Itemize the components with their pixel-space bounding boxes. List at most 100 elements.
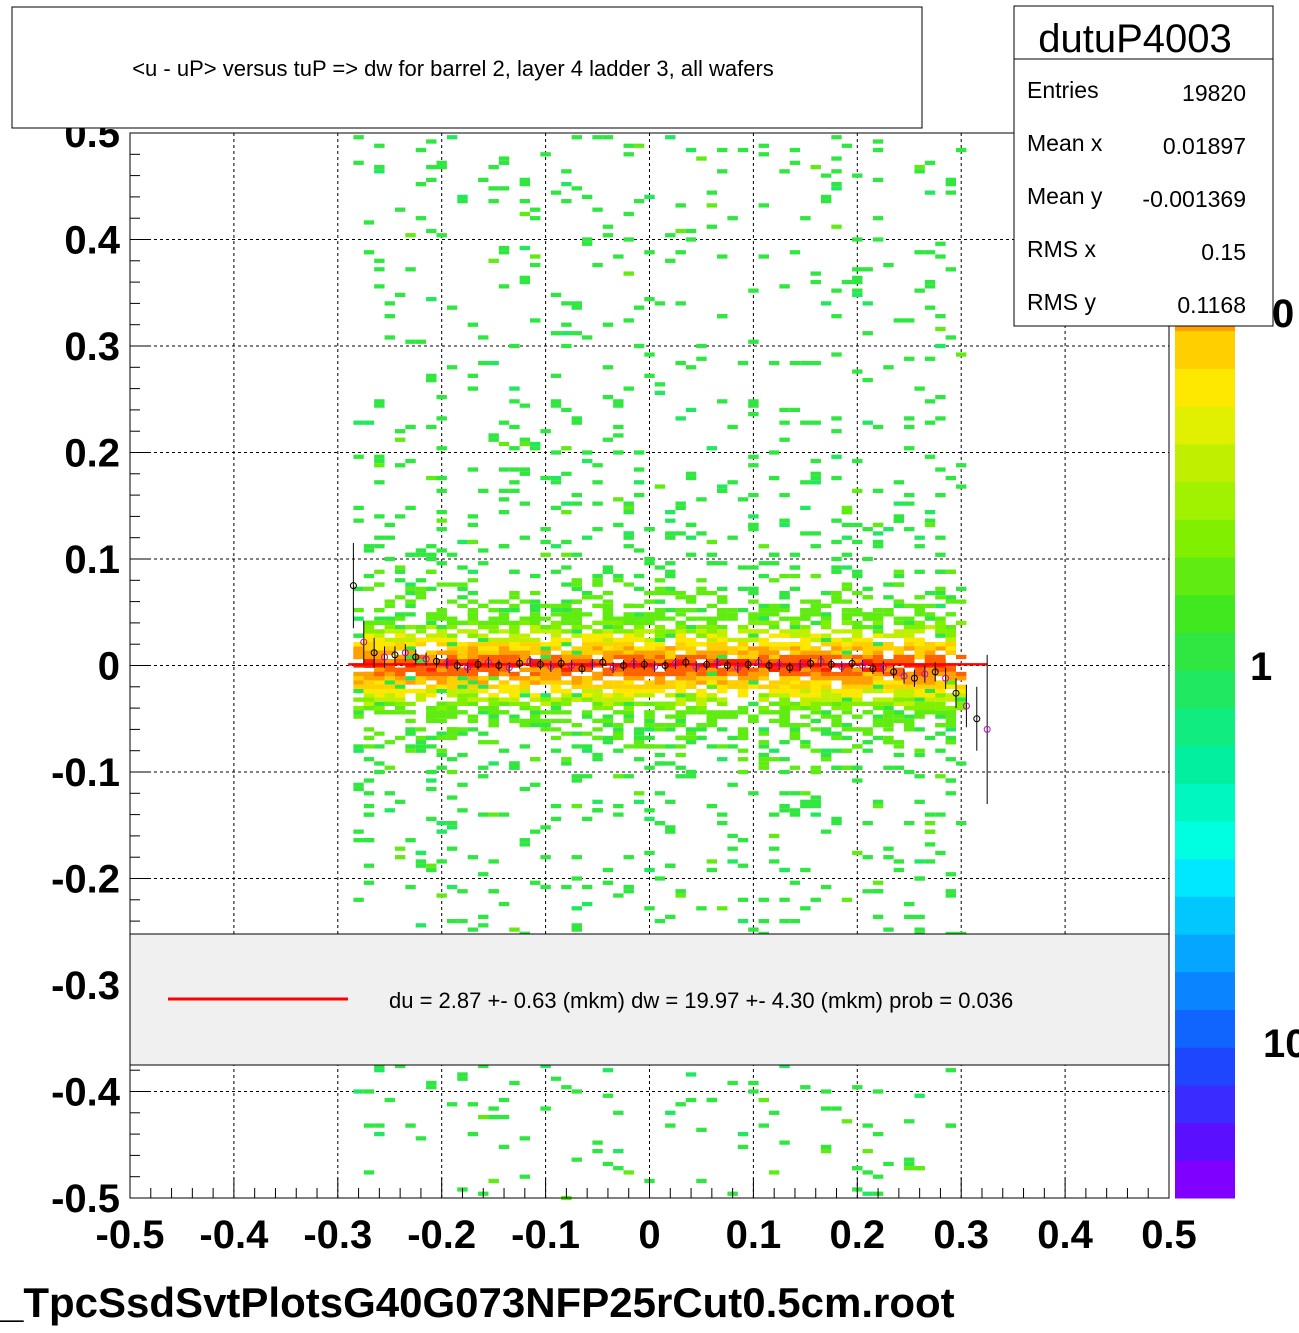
heat-cell xyxy=(706,714,718,719)
heat-cell xyxy=(467,646,479,651)
heat-cell xyxy=(810,697,821,702)
heat-cell xyxy=(831,688,842,694)
heat-cell xyxy=(374,1131,385,1137)
palette-swatch xyxy=(1175,1047,1235,1086)
heat-cell xyxy=(633,744,645,749)
heat-cell xyxy=(665,518,676,523)
heat-cell xyxy=(363,735,375,741)
heat-cell xyxy=(810,654,821,660)
heat-cell xyxy=(685,365,697,370)
heat-cell xyxy=(904,901,915,907)
heat-cell xyxy=(478,360,489,366)
heat-cell xyxy=(363,727,375,732)
heat-cell xyxy=(779,407,790,413)
profile-point xyxy=(474,660,482,668)
heat-cell xyxy=(478,710,489,715)
heat-cell xyxy=(789,250,801,255)
heat-cell xyxy=(758,616,769,621)
heat-cell xyxy=(675,659,686,664)
heat-cell xyxy=(727,846,738,851)
heat-cell xyxy=(831,595,842,600)
heat-cell xyxy=(800,799,811,804)
heat-cell xyxy=(530,829,541,834)
heat-cell xyxy=(758,659,769,664)
heat-cell xyxy=(478,740,489,745)
heat-cell xyxy=(426,816,437,821)
heat-cell xyxy=(685,697,697,702)
heat-cell xyxy=(457,586,468,591)
heat-cell xyxy=(768,757,780,762)
heat-cell xyxy=(571,501,582,506)
heat-cell xyxy=(613,399,624,404)
heat-cell xyxy=(737,897,749,902)
heat-cell xyxy=(706,667,718,672)
heat-cell xyxy=(748,620,759,626)
heat-cell xyxy=(685,680,697,685)
heat-cell xyxy=(737,769,749,775)
heat-cell xyxy=(592,480,603,485)
heat-cell xyxy=(717,684,728,689)
heat-cell xyxy=(800,693,811,698)
heat-cell xyxy=(717,714,728,719)
heat-cell xyxy=(613,680,624,685)
heat-cell xyxy=(488,1106,499,1111)
profile-point xyxy=(838,663,846,671)
heat-cell xyxy=(893,582,905,587)
heat-cell xyxy=(654,599,666,604)
heat-cell xyxy=(810,812,821,817)
heat-cell xyxy=(613,497,624,502)
heat-cell xyxy=(706,637,718,643)
heat-cell xyxy=(914,654,925,660)
heat-cell xyxy=(509,399,520,404)
heat-cell xyxy=(623,237,634,242)
heat-cell xyxy=(446,671,458,677)
heat-cell xyxy=(405,701,416,706)
heat-cell xyxy=(893,752,905,758)
heat-cell xyxy=(810,603,821,608)
heat-cell xyxy=(550,403,562,408)
heat-cell xyxy=(706,654,718,660)
heat-cell xyxy=(800,723,811,728)
heat-cell xyxy=(893,633,905,638)
heat-cell xyxy=(914,612,925,617)
heat-cell xyxy=(550,646,562,651)
heat-cell xyxy=(498,544,510,549)
heat-cell xyxy=(644,599,655,604)
heat-cell xyxy=(841,505,853,511)
heat-cell xyxy=(893,697,905,702)
heat-cell xyxy=(436,582,447,587)
heat-cell xyxy=(623,620,634,626)
heat-cell xyxy=(696,1178,707,1184)
heat-cell xyxy=(924,859,936,864)
heat-cell xyxy=(654,727,666,732)
heat-cell xyxy=(872,889,884,894)
heat-cell xyxy=(696,671,707,677)
heat-cell xyxy=(602,616,614,621)
heat-cell xyxy=(654,744,666,749)
heat-cell xyxy=(872,147,884,153)
heat-cell xyxy=(810,612,821,617)
heat-cell xyxy=(581,595,593,600)
heat-cell xyxy=(602,671,614,677)
heat-cell xyxy=(415,688,427,694)
heat-cell xyxy=(893,650,905,655)
heat-cell xyxy=(426,377,437,383)
profile-point xyxy=(620,662,628,669)
heat-cell xyxy=(685,599,697,604)
heat-cell xyxy=(436,561,447,566)
heat-cell xyxy=(841,735,853,741)
heat-cell xyxy=(415,680,427,685)
heat-cell xyxy=(457,194,468,200)
heat-cell xyxy=(530,441,541,447)
heat-cell xyxy=(602,437,614,442)
heat-cell xyxy=(841,897,853,902)
heat-cell xyxy=(415,863,427,868)
heat-cell xyxy=(924,693,936,698)
heat-cell xyxy=(363,880,375,885)
heat-cell xyxy=(935,671,946,677)
heat-cell xyxy=(394,680,406,685)
heat-cell xyxy=(394,578,406,583)
heat-cell xyxy=(363,838,375,843)
heat-cell xyxy=(571,578,582,583)
heat-cell xyxy=(924,399,936,404)
